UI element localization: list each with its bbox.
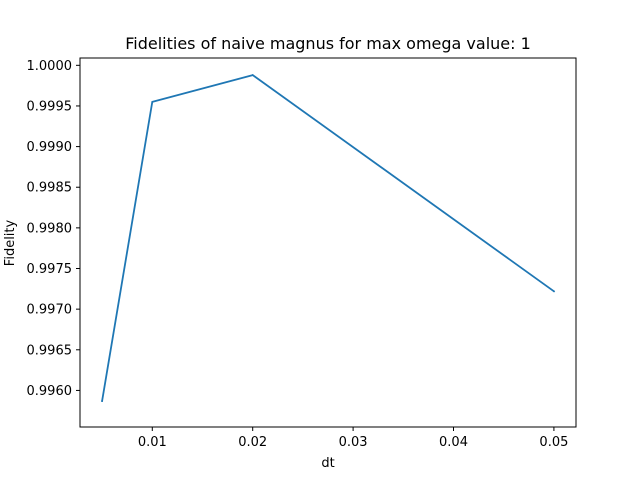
x-tick-label: 0.01 [138, 435, 167, 450]
y-tick-label: 0.9960 [27, 384, 73, 399]
y-tick-label: 0.9980 [27, 221, 73, 236]
series-line [101, 74, 556, 403]
x-tick-label: 0.02 [238, 435, 267, 450]
y-axis-label: Fidelity [3, 219, 18, 266]
data-point [553, 290, 555, 293]
x-tick-label: 0.04 [439, 435, 468, 450]
y-tick-label: 0.9965 [27, 343, 73, 358]
y-tick-label: 1.0000 [27, 59, 73, 74]
data-point [101, 400, 103, 402]
data-point [251, 74, 254, 76]
data-point [151, 100, 154, 103]
x-tick-label: 0.05 [539, 435, 568, 450]
x-axis-label: dt [321, 456, 334, 471]
y-tick-label: 0.9985 [27, 181, 73, 196]
series-layer [101, 74, 556, 403]
y-tick-label: 0.9970 [27, 303, 73, 318]
ticks-layer: 0.01 0.02 0.03 0.04 0.05 0.9960 0.9965 0.9970 0.… [27, 59, 569, 450]
x-tick-label: 0.03 [339, 435, 368, 450]
chart-title: Fidelities of naive magnus for max omega… [125, 34, 531, 53]
y-tick-label: 0.9995 [27, 99, 73, 114]
plot-frame [79, 57, 577, 428]
y-tick-label: 0.9975 [27, 262, 73, 277]
y-tick-label: 0.9990 [27, 140, 73, 155]
